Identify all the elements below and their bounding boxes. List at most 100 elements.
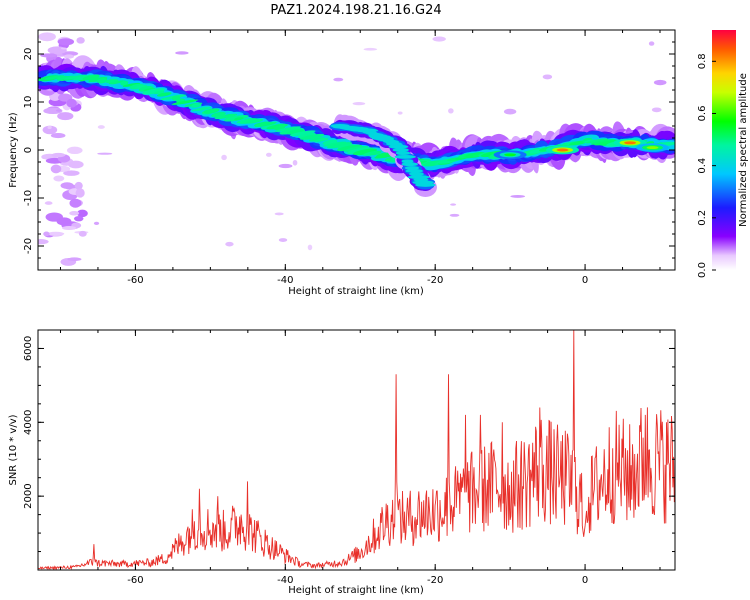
spectral-blob: [307, 244, 313, 251]
spectral-blob: [63, 74, 87, 80]
spectral-blob: [97, 152, 113, 155]
spectral-blob: [651, 107, 662, 113]
spectral-blob: [333, 77, 344, 82]
spectrogram-ytick-label: -10: [23, 190, 34, 206]
spectral-blob: [336, 144, 363, 152]
snr-xtick-label: 0: [582, 575, 588, 586]
spectral-blob: [78, 230, 87, 237]
spectrogram-xlabel: Height of straight line (km): [288, 286, 424, 297]
snr-ytick-label: 4000: [23, 410, 34, 435]
spectral-blob: [60, 182, 74, 189]
spectral-blob: [401, 162, 419, 167]
spectral-blob: [142, 88, 165, 95]
spectral-blob: [122, 82, 141, 87]
spectral-blob: [67, 257, 82, 262]
spectral-blob: [225, 241, 234, 247]
spectral-blob: [75, 188, 85, 198]
spectral-blob: [74, 181, 83, 190]
snr-xtick-label: -60: [127, 575, 143, 586]
spectral-blob: [624, 141, 637, 145]
snr-ylabel: SNR (10 * v/v): [8, 414, 19, 485]
spectral-blob: [191, 106, 212, 112]
spectrogram-xtick-label: -20: [427, 275, 443, 286]
colorbar-gradient: [712, 30, 736, 270]
spectrogram-ytick-label: 0: [23, 147, 34, 153]
spectral-blob: [246, 119, 263, 124]
spectral-blob: [292, 159, 298, 166]
spectral-blob: [397, 111, 403, 115]
spectral-blob: [404, 166, 420, 170]
spectral-blob: [450, 203, 457, 206]
spectral-blob: [203, 108, 220, 114]
spectrogram-xtick-label: 0: [582, 275, 588, 286]
colorbar-tick-label: 0.8: [697, 53, 708, 69]
spectral-blob: [43, 107, 63, 115]
snr-xtick-label: -20: [427, 575, 443, 586]
spectral-blob: [171, 99, 199, 105]
spectral-blob: [405, 169, 423, 173]
spectral-blob: [556, 148, 569, 152]
spectral-blob: [42, 125, 58, 135]
spectral-blob: [63, 54, 75, 59]
spectral-blob: [274, 212, 284, 216]
spectrogram-ticks: -60 -40 -20 0 -20 -10 0 10 20: [23, 29, 675, 286]
spectral-blob: [448, 108, 454, 114]
spectral-blob: [646, 146, 659, 150]
spectral-blob: [96, 78, 108, 84]
spectral-blob: [388, 144, 409, 149]
snr-ticks: -60 -40 -20 0 2000 4000 6000: [23, 329, 675, 586]
snr-xlabel: Height of straight line (km): [288, 585, 424, 596]
figure-title: PAZ1.2024.198.21.16.G24: [270, 3, 441, 18]
spectral-blob: [57, 38, 75, 46]
spectral-blob: [63, 170, 80, 176]
spectral-blob: [221, 154, 227, 161]
spectrogram-panel: -60 -40 -20 0 -20 -10 0 10 20 Height of straight…: [8, 29, 676, 297]
spectral-blob: [265, 152, 272, 157]
spectral-blob: [69, 210, 80, 216]
spectral-blob: [50, 133, 66, 139]
snr-frame: [37, 329, 676, 571]
spectral-blob: [314, 138, 329, 142]
colorbar-tick-label: 0.4: [697, 158, 708, 174]
spectral-blob: [62, 226, 77, 231]
colorbar-ticks: 0.0 0.2 0.4 0.6 0.8: [697, 53, 716, 278]
spectral-blob: [542, 74, 553, 80]
spectral-blob: [394, 154, 416, 159]
spectral-blob: [585, 138, 608, 144]
snr-series-line: [38, 330, 675, 570]
spectral-blob: [60, 47, 67, 50]
spectral-blob: [73, 216, 84, 222]
spectral-blob: [40, 53, 58, 58]
spectral-blob: [67, 160, 84, 169]
spectral-blob: [287, 129, 306, 135]
spectrogram-image: [38, 32, 675, 266]
spectral-blob: [134, 84, 148, 89]
snr-ytick-label: 2000: [23, 483, 34, 508]
spectral-blob: [254, 121, 277, 128]
spectral-blob: [191, 103, 202, 108]
snr-ytick-label: 6000: [23, 336, 34, 361]
spectral-blob: [274, 126, 302, 132]
spectrogram-ytick-label: -20: [23, 238, 34, 254]
spectral-blob: [175, 51, 189, 55]
spectral-blob: [82, 74, 100, 81]
spectral-blob: [408, 172, 424, 176]
spectral-blob: [55, 109, 62, 112]
spectral-blob: [298, 132, 316, 139]
colorbar-tick-label: 0.2: [697, 210, 708, 226]
spectrogram-ylabel: Frequency (Hz): [8, 112, 19, 188]
spectral-blob: [44, 75, 65, 80]
spectral-blob: [308, 137, 325, 142]
spectral-blob: [53, 175, 65, 182]
spectral-blob: [76, 37, 85, 44]
spectral-blob: [66, 146, 83, 155]
spectral-blob: [69, 198, 82, 208]
colorbar-tick-label: 0.0: [697, 262, 708, 278]
spectral-blob: [352, 148, 378, 156]
spectral-blob: [43, 231, 50, 237]
spectral-blob: [401, 159, 414, 164]
spectral-blob: [504, 153, 517, 157]
spectral-blob: [120, 80, 129, 86]
spectral-blob: [290, 130, 316, 137]
